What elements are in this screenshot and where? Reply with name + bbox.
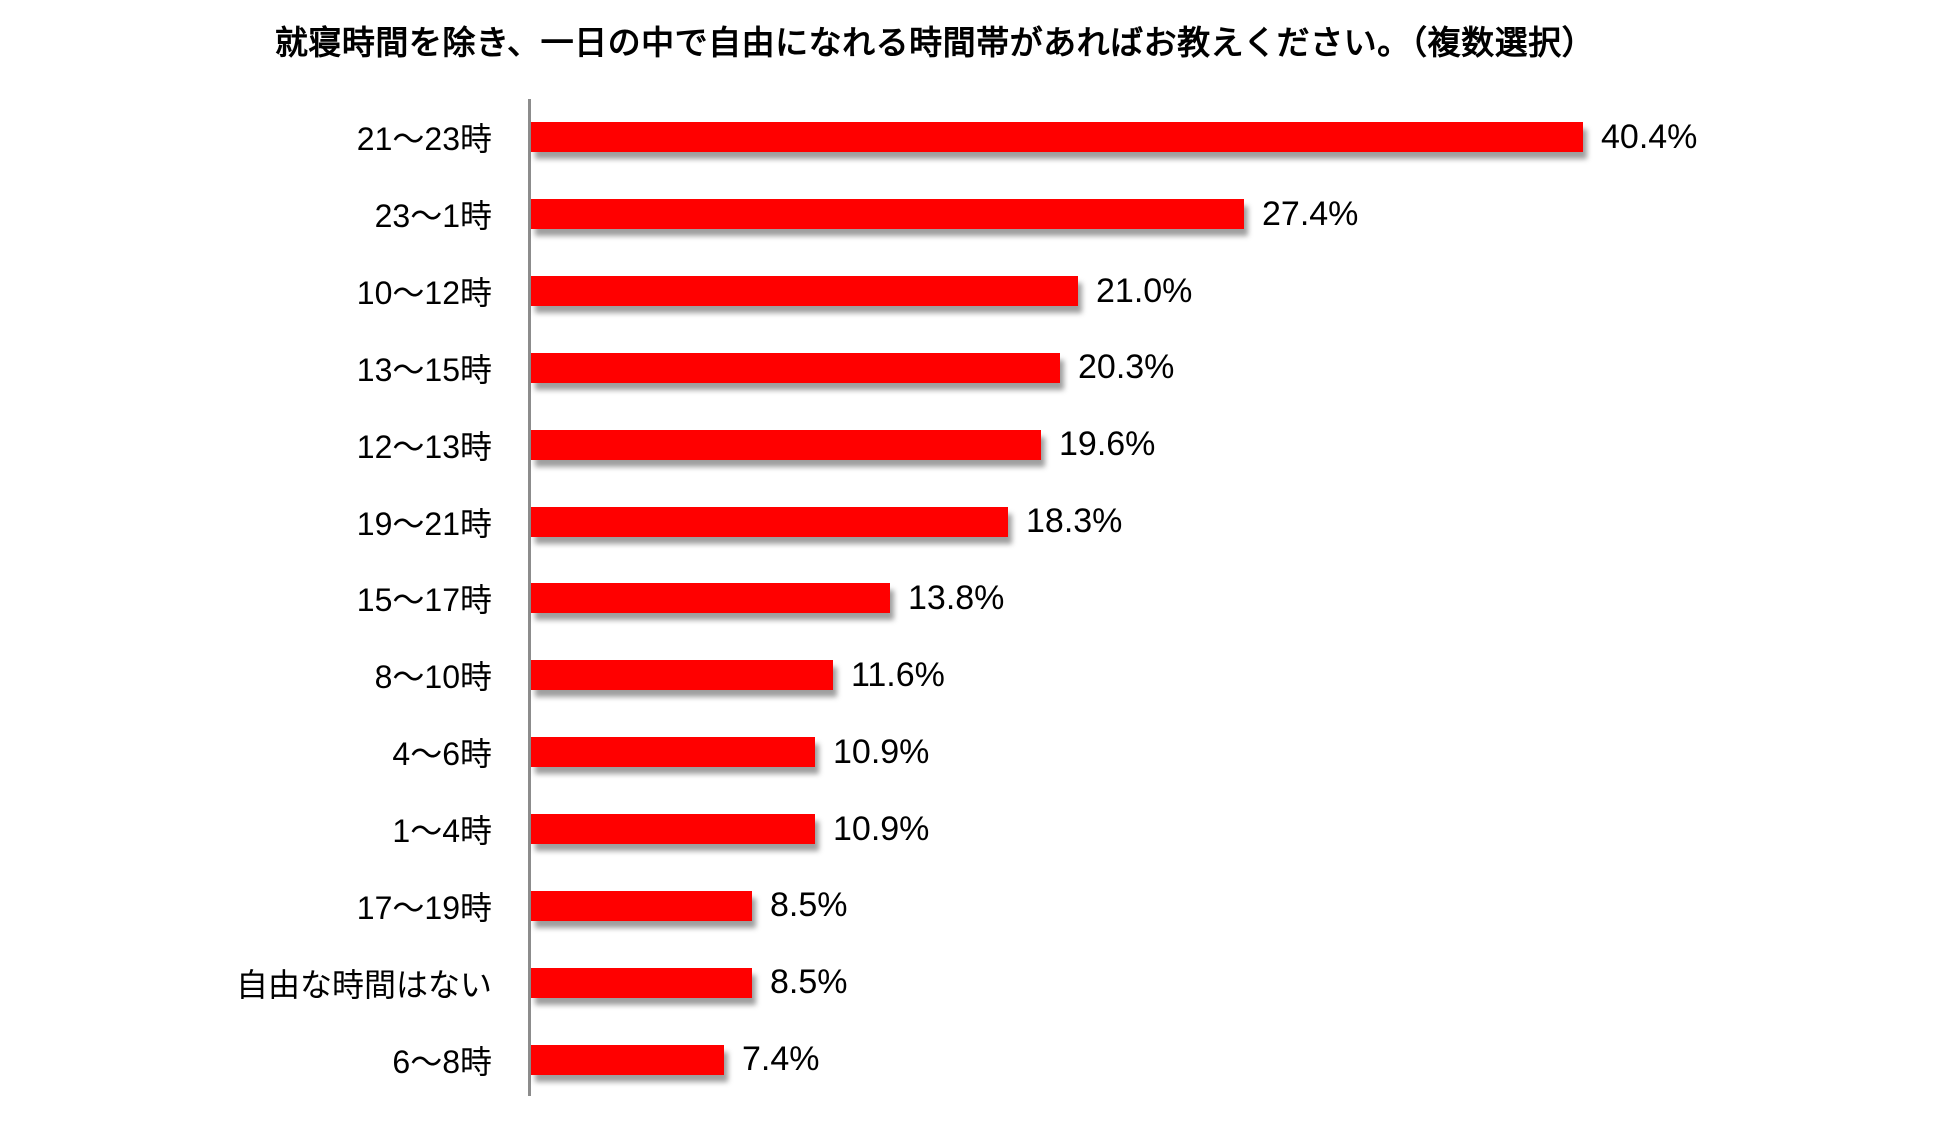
bar-row: 4〜6時 10.9% [0, 714, 1950, 791]
category-label: 13〜15時 [356, 351, 492, 388]
bar-plot-area: 18.3% [531, 502, 1950, 541]
bar-rows: 21〜23時 40.4% 23〜1時 27.4% 10〜12時 21.0% 13〜15時 20… [0, 99, 1950, 1098]
bar-row: 13〜15時 20.3% [0, 330, 1950, 407]
category-label: 8〜10時 [374, 659, 492, 696]
bar-plot-area: 19.6% [531, 425, 1950, 464]
bar [531, 506, 1008, 537]
bar-plot-area: 10.9% [531, 810, 1950, 849]
bar [531, 352, 1060, 383]
bar-row: 17〜19時 8.5% [0, 867, 1950, 944]
category-label: 6〜8時 [392, 1043, 492, 1080]
category-label: 23〜1時 [374, 198, 492, 235]
bar-plot-area: 7.4% [531, 1040, 1950, 1079]
value-label: 11.6% [851, 655, 945, 694]
bar [531, 1044, 724, 1075]
bar-row: 8〜10時 11.6% [0, 637, 1950, 714]
bar [531, 122, 1583, 153]
category-label: 10〜12時 [356, 275, 492, 312]
category-label: 19〜21時 [356, 505, 492, 542]
bar [531, 737, 815, 768]
value-label: 18.3% [1026, 502, 1123, 541]
bar-plot-area: 8.5% [531, 886, 1950, 925]
bar-row: 12〜13時 19.6% [0, 406, 1950, 483]
bar-plot-area: 27.4% [531, 195, 1950, 234]
bar-row: 6〜8時 7.4% [0, 1021, 1950, 1098]
bar-row: 21〜23時 40.4% [0, 99, 1950, 176]
category-label: 自由な時間はない [235, 966, 492, 1003]
category-label: 4〜6時 [392, 736, 492, 773]
bar-plot-area: 40.4% [531, 118, 1950, 157]
bar-row: 23〜1時 27.4% [0, 176, 1950, 253]
bar [531, 967, 752, 998]
bar [531, 660, 833, 691]
value-label: 20.3% [1078, 348, 1175, 387]
category-label: 15〜17時 [356, 582, 492, 619]
bar-row: 15〜17時 13.8% [0, 560, 1950, 637]
bar-plot-area: 10.9% [531, 733, 1950, 772]
value-label: 13.8% [908, 578, 1005, 617]
bar [531, 890, 752, 921]
value-label: 40.4% [1601, 117, 1698, 156]
bar-plot-area: 8.5% [531, 963, 1950, 1002]
bar [531, 429, 1041, 460]
value-label: 7.4% [742, 1040, 820, 1079]
y-axis-line [528, 99, 531, 1096]
bar-plot-area: 20.3% [531, 348, 1950, 387]
value-label: 19.6% [1059, 425, 1156, 464]
value-label: 8.5% [770, 963, 848, 1002]
bar-row: 1〜4時 10.9% [0, 791, 1950, 868]
bar [531, 814, 815, 845]
bar [531, 199, 1244, 230]
bar-plot-area: 11.6% [531, 656, 1950, 695]
chart-title: 就寝時間を除き、一日の中で自由になれる時間帯があればお教えください。（複数選択） [274, 24, 1596, 61]
category-label: 21〜23時 [356, 121, 492, 158]
bar [531, 583, 890, 614]
value-label: 10.9% [833, 732, 930, 771]
category-label: 1〜4時 [392, 813, 492, 850]
category-label: 17〜19時 [356, 889, 492, 926]
bar-row: 19〜21時 18.3% [0, 483, 1950, 560]
value-label: 27.4% [1262, 194, 1359, 233]
bar-plot-area: 21.0% [531, 272, 1950, 311]
value-label: 8.5% [770, 886, 848, 925]
bar-plot-area: 13.8% [531, 579, 1950, 618]
bar [531, 276, 1078, 307]
bar-row: 10〜12時 21.0% [0, 253, 1950, 330]
bar-row: 自由な時間はない 8.5% [0, 944, 1950, 1021]
value-label: 10.9% [833, 809, 930, 848]
category-label: 12〜13時 [356, 428, 492, 465]
value-label: 21.0% [1096, 271, 1193, 310]
